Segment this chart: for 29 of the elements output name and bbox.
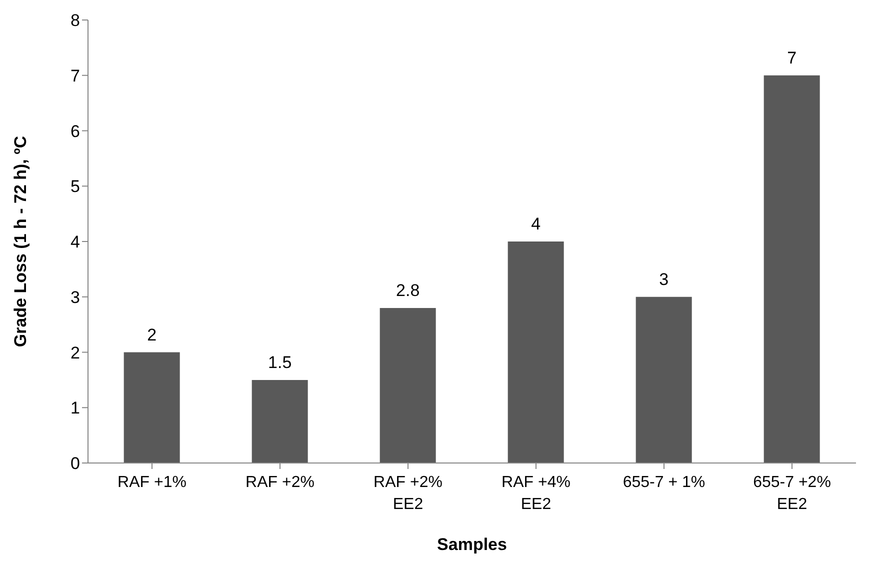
data-label: 1.5	[268, 352, 292, 372]
data-label: 2	[147, 325, 157, 344]
x-tick-label: 655-7 + 1%	[622, 474, 706, 491]
data-label: 2.8	[396, 280, 420, 300]
bar	[380, 308, 436, 463]
x-tick-label: RAF +2%	[246, 474, 314, 491]
x-tick-label: RAF +2% EE2	[374, 474, 442, 513]
y-tick-label: 0	[70, 454, 80, 474]
y-axis-title: Grade Loss (1 h - 72 h), ºC	[11, 136, 30, 348]
bar	[252, 380, 308, 463]
y-tick-label: 1	[70, 398, 80, 418]
x-tick-label: RAF +1%	[118, 474, 186, 491]
data-label: 4	[531, 214, 541, 234]
y-tick-label: 4	[70, 232, 80, 252]
x-tick-label: 655-7 +2% EE2	[753, 474, 831, 513]
x-tick-label: RAF +4% EE2	[502, 474, 570, 513]
y-tick-label: 5	[70, 177, 80, 196]
bar	[124, 352, 180, 463]
y-tick-label: 2	[70, 343, 80, 362]
data-label: 3	[659, 270, 669, 289]
bar	[508, 242, 564, 463]
x-axis-title: Samples	[437, 535, 507, 554]
data-label: 7	[787, 48, 797, 68]
y-tick-label: 8	[70, 11, 80, 30]
bar	[764, 75, 820, 463]
bar	[636, 296, 692, 463]
y-tick-label: 6	[70, 122, 80, 141]
y-tick-label: 3	[70, 288, 80, 307]
y-tick-label: 7	[70, 66, 80, 86]
